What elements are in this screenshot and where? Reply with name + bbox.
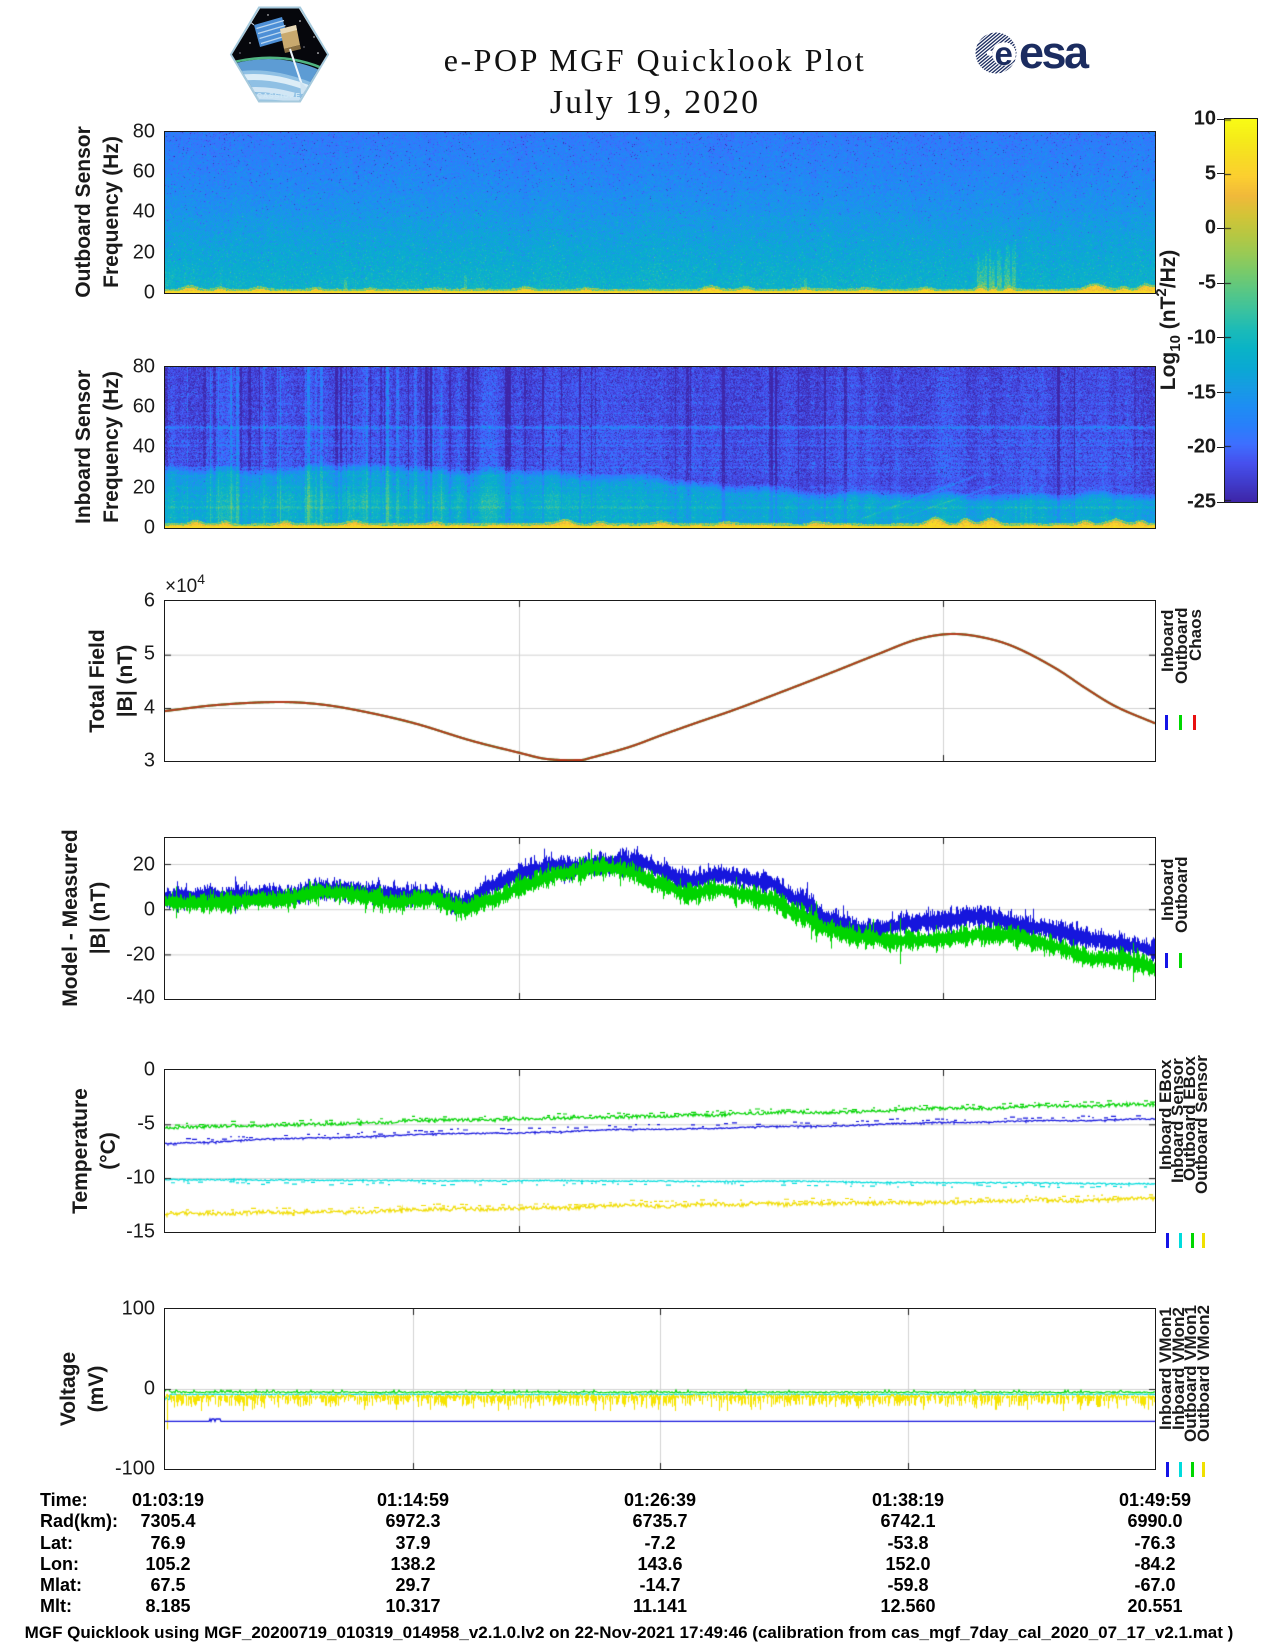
svg-text:esa: esa bbox=[1019, 30, 1090, 76]
svg-text:CASSIOPE: CASSIOPE bbox=[257, 93, 301, 100]
svg-text:e: e bbox=[995, 35, 1013, 72]
